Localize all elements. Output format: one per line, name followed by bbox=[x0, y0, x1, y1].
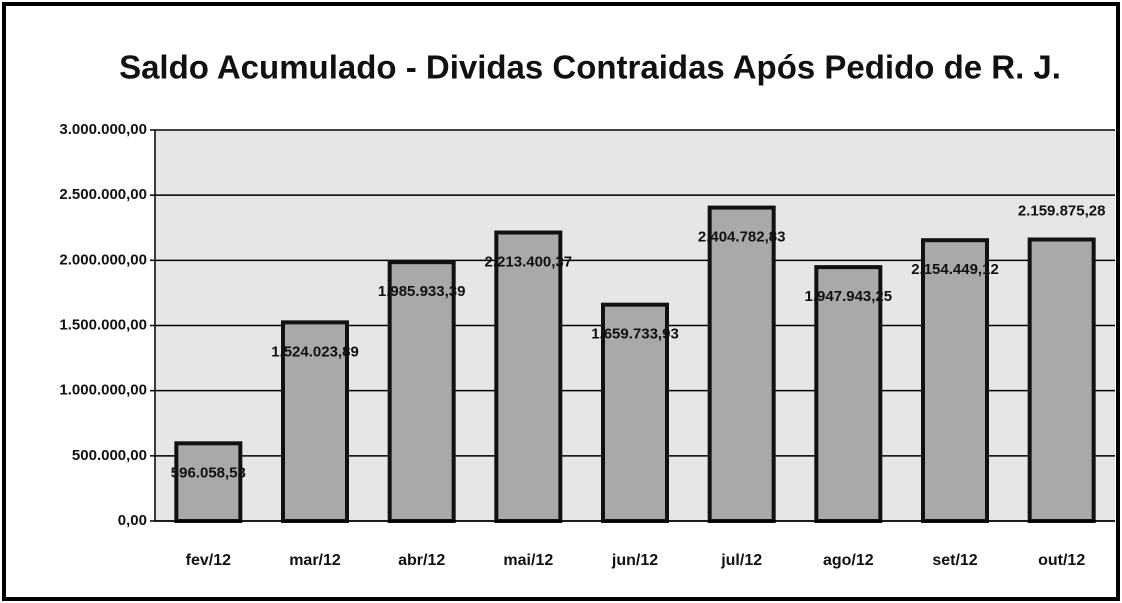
value-label: 596.058,53 bbox=[171, 464, 246, 481]
x-tick-label: fev/12 bbox=[186, 552, 231, 569]
x-tick-label: mai/12 bbox=[503, 552, 553, 569]
y-tick-label: 2.000.000,00 bbox=[59, 251, 147, 268]
y-tick-label: 500.000,00 bbox=[72, 447, 147, 464]
value-label: 2.213.400,37 bbox=[485, 253, 573, 270]
y-tick-label: 1.000.000,00 bbox=[59, 382, 147, 399]
bar bbox=[494, 230, 563, 524]
y-tick-label: 2.500.000,00 bbox=[59, 186, 147, 203]
bar bbox=[707, 205, 776, 524]
value-label: 2.154.449,12 bbox=[911, 261, 999, 278]
bar bbox=[1027, 237, 1096, 524]
bar bbox=[387, 260, 456, 523]
x-tick-label: jul/12 bbox=[720, 552, 762, 569]
x-tick-label: abr/12 bbox=[398, 552, 445, 569]
x-tick-label: jun/12 bbox=[611, 552, 658, 569]
x-tick-label: out/12 bbox=[1038, 552, 1085, 569]
x-tick-label: mar/12 bbox=[289, 552, 341, 569]
y-tick-label: 0,00 bbox=[118, 512, 147, 529]
y-tick-label: 1.500.000,00 bbox=[59, 316, 147, 333]
value-label: 1.947.943,25 bbox=[805, 288, 893, 305]
x-tick-label: set/12 bbox=[932, 552, 977, 569]
value-label: 2.159.875,28 bbox=[1018, 202, 1106, 219]
bar bbox=[814, 265, 883, 524]
bar bbox=[174, 441, 243, 523]
bar bbox=[921, 238, 989, 523]
chart-title: Saldo Acumulado - Dividas Contraidas Apó… bbox=[119, 49, 1061, 86]
value-label: 1.524.023,89 bbox=[271, 343, 359, 360]
bar bbox=[601, 302, 669, 523]
x-tick-label: ago/12 bbox=[823, 552, 874, 569]
bar bbox=[281, 320, 349, 524]
value-label: 1.985.933,39 bbox=[378, 283, 466, 300]
value-label: 2.404.782,83 bbox=[698, 229, 786, 246]
y-tick-label: 3.000.000,00 bbox=[59, 121, 147, 138]
value-label: 1.659.733,93 bbox=[591, 326, 679, 343]
